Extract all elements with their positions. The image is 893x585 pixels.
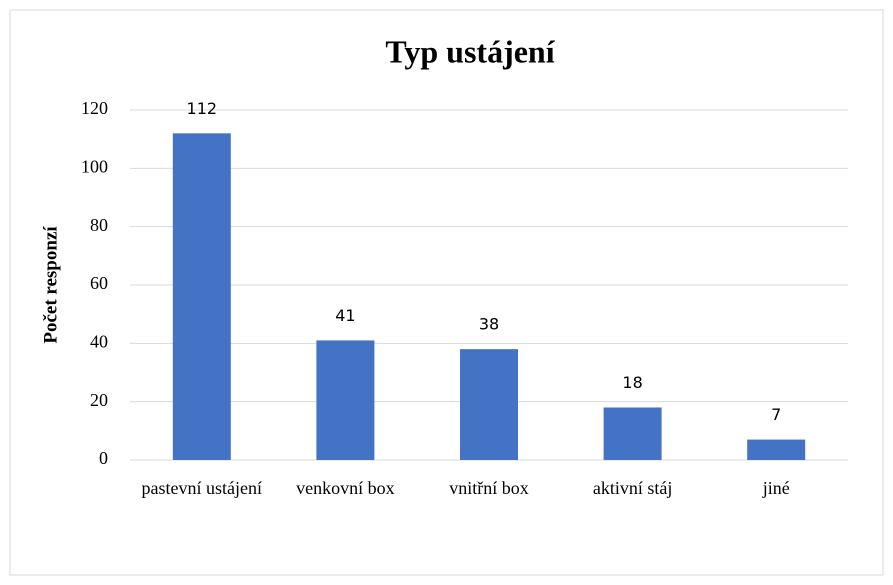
y-tick-label: 20 — [90, 390, 108, 410]
y-axis-title: Počet responzí — [40, 226, 61, 344]
y-tick-label: 40 — [90, 331, 108, 351]
data-label: 18 — [622, 373, 642, 392]
y-tick-label: 100 — [81, 156, 108, 176]
x-tick-label: pastevní ustájení — [141, 478, 263, 498]
bar — [747, 439, 806, 460]
data-label: 112 — [187, 99, 218, 118]
bar — [172, 133, 231, 461]
y-tick-label: 120 — [81, 98, 108, 118]
chart-frame — [9, 9, 884, 576]
data-label: 7 — [771, 405, 781, 424]
y-tick-label: 0 — [99, 448, 108, 468]
bar — [316, 340, 375, 460]
bar — [460, 349, 518, 460]
y-tick-label: 80 — [90, 215, 108, 235]
x-tick-label: vnitřní box — [449, 478, 529, 498]
data-label: 41 — [335, 306, 355, 325]
bar — [603, 407, 662, 460]
y-tick-label: 60 — [90, 273, 108, 293]
x-tick-label: aktivní stáj — [592, 478, 673, 498]
chart-title: Typ ustájení — [385, 33, 555, 69]
x-tick-label: jiné — [762, 478, 790, 498]
data-label: 38 — [479, 315, 499, 334]
x-tick-label: venkovní box — [296, 478, 395, 498]
